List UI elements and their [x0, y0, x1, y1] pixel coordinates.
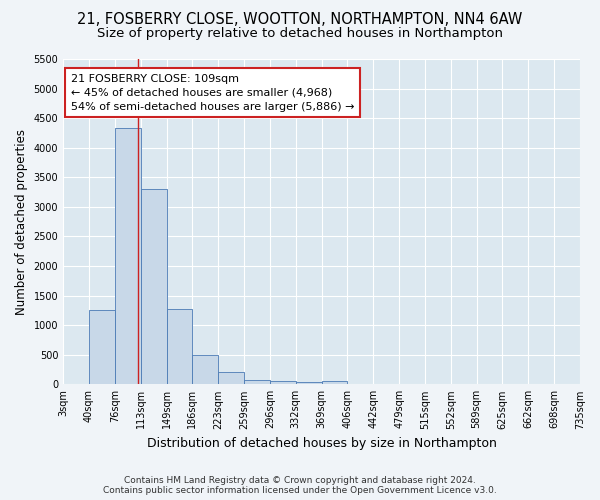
Y-axis label: Number of detached properties: Number of detached properties: [15, 128, 28, 314]
Bar: [322, 381, 347, 384]
Text: Contains HM Land Registry data © Crown copyright and database right 2024.
Contai: Contains HM Land Registry data © Crown c…: [103, 476, 497, 495]
Text: Size of property relative to detached houses in Northampton: Size of property relative to detached ho…: [97, 28, 503, 40]
Bar: [193, 356, 218, 384]
Bar: [89, 310, 115, 384]
Bar: [167, 308, 193, 384]
X-axis label: Distribution of detached houses by size in Northampton: Distribution of detached houses by size …: [146, 437, 497, 450]
Bar: [140, 189, 167, 384]
Bar: [270, 381, 296, 384]
Text: 21, FOSBERRY CLOSE, WOOTTON, NORTHAMPTON, NN4 6AW: 21, FOSBERRY CLOSE, WOOTTON, NORTHAMPTON…: [77, 12, 523, 28]
Bar: [115, 128, 140, 384]
Text: 21 FOSBERRY CLOSE: 109sqm
← 45% of detached houses are smaller (4,968)
54% of se: 21 FOSBERRY CLOSE: 109sqm ← 45% of detac…: [71, 74, 355, 112]
Bar: [244, 380, 270, 384]
Bar: [296, 382, 322, 384]
Bar: [218, 372, 244, 384]
